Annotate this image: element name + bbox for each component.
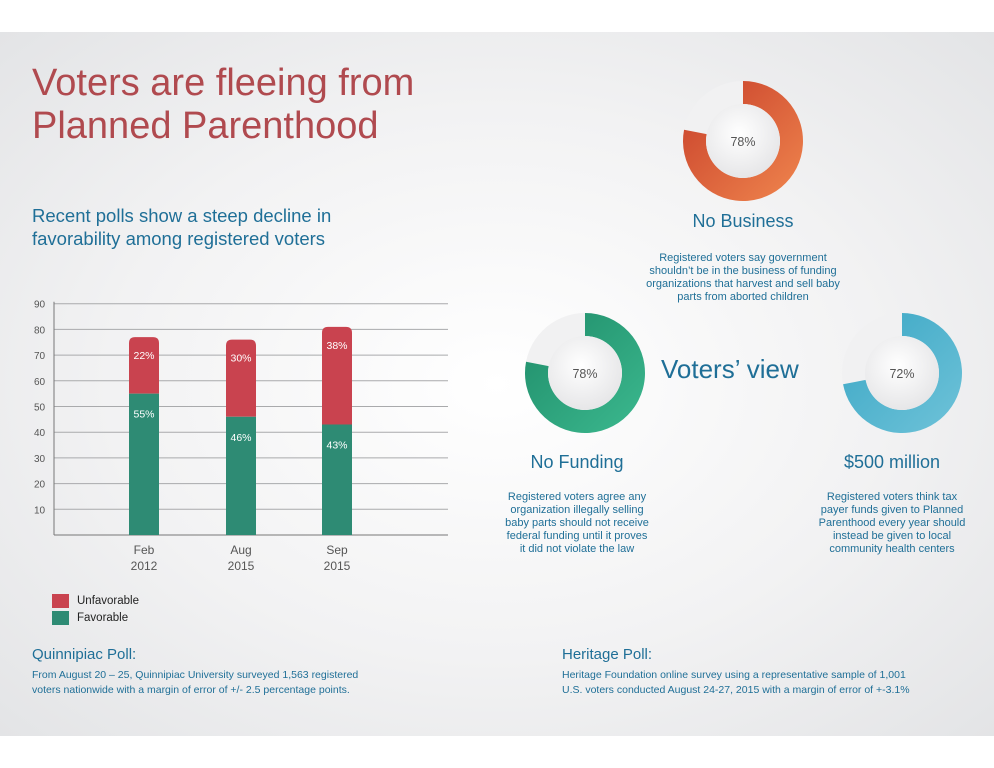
description-line: baby parts should not receive bbox=[505, 517, 649, 529]
bar-favorable bbox=[226, 416, 256, 535]
description-line: payer funds given to Planned bbox=[820, 504, 964, 516]
five-hundred-million-title: $500 million bbox=[843, 452, 941, 472]
bar-label-favorable: 46% bbox=[230, 432, 251, 444]
legend-item-favorable: Favorable bbox=[52, 609, 139, 626]
x-tick-label: Aug bbox=[230, 543, 251, 557]
quinnipiac-line: voters nationwide with a margin of error… bbox=[32, 684, 350, 696]
voters-view-label: Voters’ view bbox=[661, 354, 799, 384]
x-tick-label: Sep bbox=[326, 543, 348, 557]
page-title: Voters are fleeing from Planned Parentho… bbox=[32, 62, 415, 147]
description-line: federal funding until it proves bbox=[506, 530, 648, 542]
quinnipiac-poll-title: Quinnipiac Poll: bbox=[32, 646, 137, 663]
y-tick-label: 70 bbox=[34, 351, 46, 362]
legend-label-unfavorable: Unfavorable bbox=[77, 594, 140, 607]
description-line: Registered voters think tax bbox=[826, 491, 958, 503]
description-line: shouldn’t be in the business of funding bbox=[649, 265, 837, 277]
no-business-donut: 78% bbox=[683, 81, 803, 201]
y-tick-label: 20 bbox=[34, 480, 46, 491]
legend-swatch-favorable bbox=[52, 610, 69, 625]
donut-center bbox=[706, 104, 780, 178]
legend-item-unfavorable: Unfavorable bbox=[52, 592, 139, 609]
no-funding-title: No Funding bbox=[530, 452, 624, 472]
description-line: organization illegally selling bbox=[510, 504, 644, 516]
description-line: it did not violate the law bbox=[519, 543, 635, 555]
quinnipiac-line: From August 20 – 25, Quinnipiac Universi… bbox=[32, 669, 359, 681]
infographic-canvas bbox=[0, 32, 994, 736]
y-tick-label: 80 bbox=[34, 325, 46, 336]
description-line: instead be given to local bbox=[832, 530, 952, 542]
no-business-description: Registered voters say government shouldn… bbox=[603, 252, 883, 304]
x-tick-label: 2012 bbox=[131, 559, 158, 573]
donut-value-label: 78% bbox=[572, 367, 597, 381]
y-tick-label: 30 bbox=[34, 454, 46, 465]
donut-value-label: 78% bbox=[730, 135, 755, 149]
bar-label-favorable: 43% bbox=[326, 439, 347, 451]
donut-center bbox=[865, 336, 939, 410]
bar-favorable bbox=[322, 424, 352, 535]
description-line: Parenthood every year should bbox=[818, 517, 966, 529]
bar-unfavorable bbox=[322, 326, 352, 425]
donut-arc bbox=[843, 313, 962, 433]
heritage-line: U.S. voters conducted August 24-27, 2015… bbox=[562, 684, 910, 696]
x-tick-label: 2015 bbox=[228, 559, 255, 573]
y-tick-label: 40 bbox=[34, 428, 46, 439]
legend-swatch-unfavorable bbox=[52, 593, 69, 608]
y-tick-label: 90 bbox=[34, 300, 46, 311]
five-hundred-million-description: Registered voters think tax payer funds … bbox=[792, 491, 992, 556]
legend-label-favorable: Favorable bbox=[77, 611, 129, 624]
donut-value-label: 72% bbox=[889, 367, 914, 381]
bar-label-unfavorable: 38% bbox=[326, 340, 347, 352]
bar-label-favorable: 55% bbox=[133, 409, 154, 421]
no-funding-donut: 78% bbox=[525, 313, 645, 433]
chart-legend: Unfavorable Favorable bbox=[52, 592, 139, 626]
no-funding-description: Registered voters agree any organization… bbox=[477, 491, 677, 556]
x-tick-label: Feb bbox=[134, 543, 155, 557]
chart-subtitle: Recent polls show a steep decline in fav… bbox=[32, 205, 332, 249]
bar-label-unfavorable: 22% bbox=[133, 350, 154, 362]
bar-unfavorable bbox=[129, 337, 159, 394]
description-line: Registered voters agree any bbox=[507, 491, 647, 503]
donut-arc bbox=[683, 81, 803, 201]
description-line: community health centers bbox=[829, 543, 955, 555]
donut-center bbox=[548, 336, 622, 410]
heritage-line: Heritage Foundation online survey using … bbox=[562, 669, 906, 681]
bar-favorable bbox=[129, 393, 159, 535]
five-hundred-million-donut: 72% bbox=[842, 313, 962, 433]
description-line: parts from aborted children bbox=[677, 291, 809, 303]
heritage-poll-title: Heritage Poll: bbox=[562, 646, 653, 663]
description-line: Registered voters say government bbox=[659, 252, 827, 264]
bar-label-unfavorable: 30% bbox=[230, 353, 251, 365]
donut-arc bbox=[525, 313, 645, 433]
y-tick-label: 60 bbox=[34, 377, 46, 388]
bar-unfavorable bbox=[226, 339, 256, 417]
heritage-poll-text: Heritage Foundation online survey using … bbox=[562, 668, 910, 698]
x-tick-label: 2015 bbox=[324, 559, 351, 573]
no-business-title: No Business bbox=[692, 211, 794, 231]
y-tick-label: 50 bbox=[34, 403, 46, 414]
quinnipiac-poll-text: From August 20 – 25, Quinnipiac Universi… bbox=[32, 668, 358, 698]
y-tick-label: 10 bbox=[34, 505, 46, 516]
description-line: organizations that harvest and sell baby bbox=[646, 278, 840, 290]
